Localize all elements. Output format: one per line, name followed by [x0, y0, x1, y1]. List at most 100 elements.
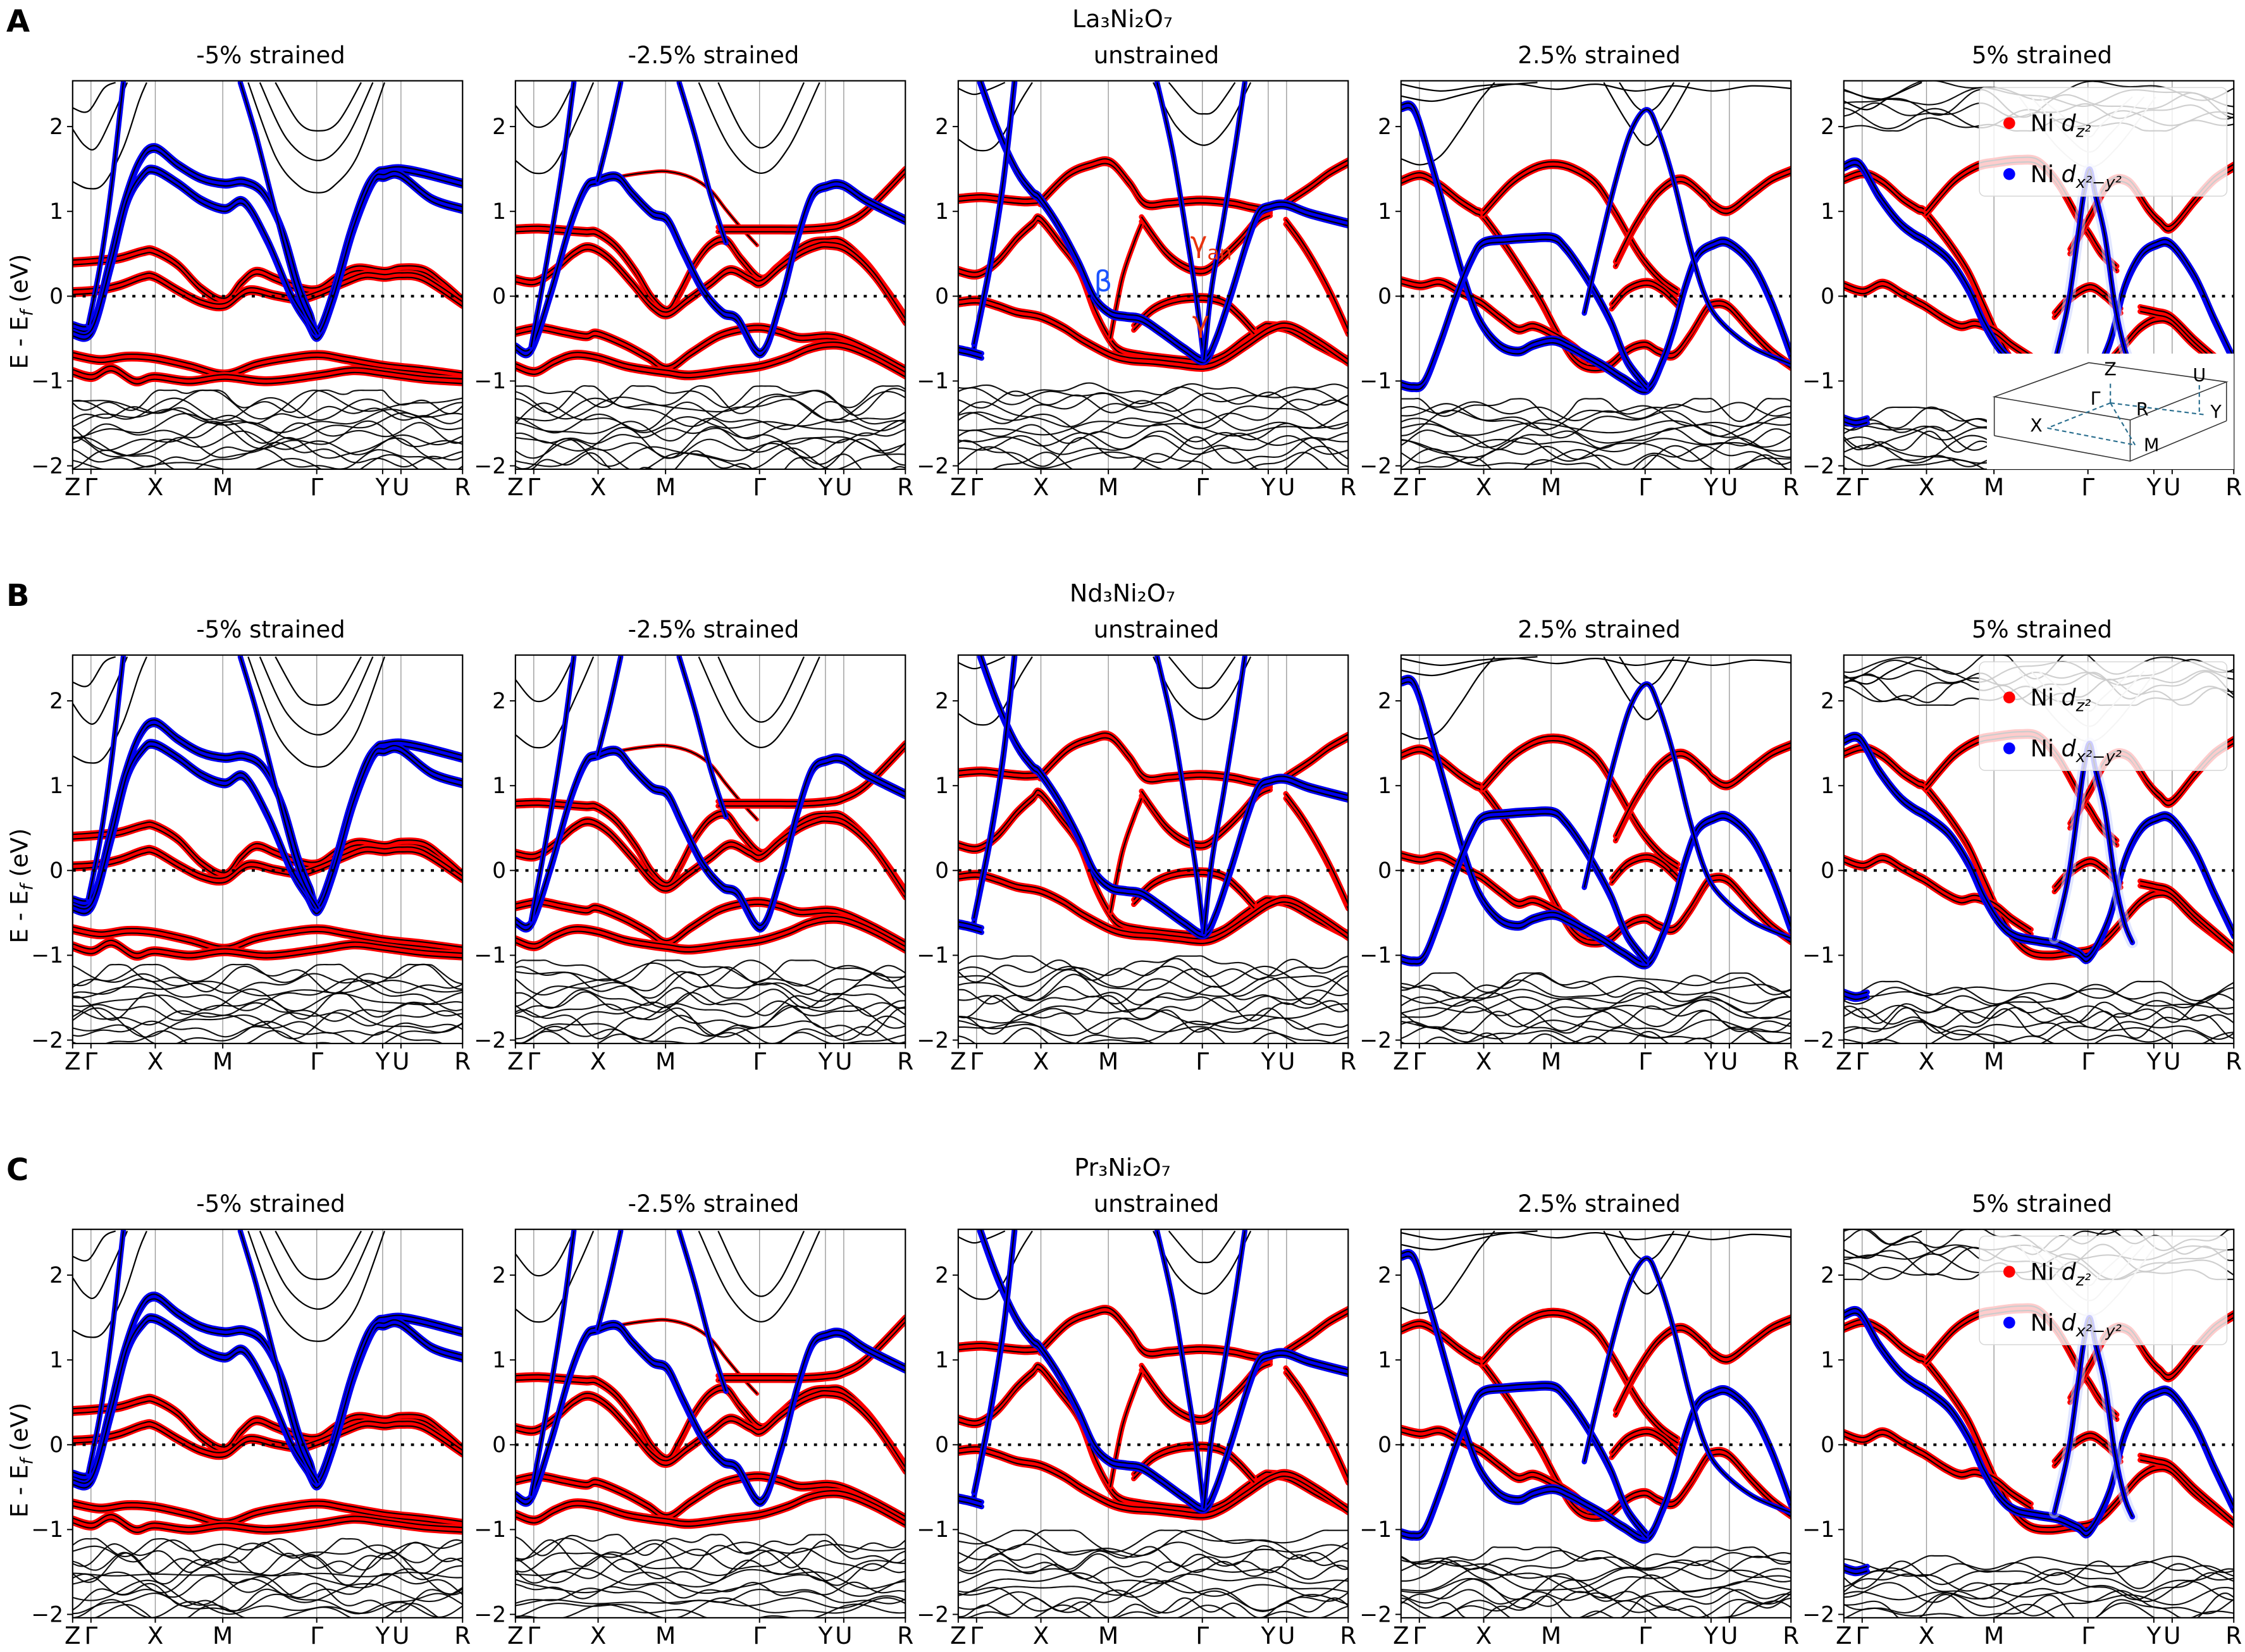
plot-border — [1400, 654, 1792, 1044]
black-band-path — [1401, 1230, 1495, 1314]
black-band-path — [1168, 82, 1236, 115]
bands-group — [72, 655, 463, 1044]
band-centerline — [718, 742, 906, 803]
flat-band-spaghetti-line — [1843, 980, 2234, 1002]
bands-group — [958, 1229, 1349, 1618]
flat-band-spaghetti-line — [72, 1572, 463, 1599]
black-band-path — [958, 82, 1033, 152]
plot-border — [1843, 654, 2235, 1044]
black-band-path — [515, 82, 575, 128]
band-centerline — [1285, 1312, 1349, 1355]
band-centerline — [530, 656, 575, 922]
flat-band-spaghetti-line — [72, 441, 463, 468]
band-centerline — [515, 173, 906, 352]
kpoint-tick-label: X — [1033, 1622, 1049, 1649]
band-centerline — [515, 225, 906, 316]
kpoint-tick-label: Y — [374, 1622, 390, 1649]
legend-red-dot-icon — [2003, 1266, 2015, 1278]
flat-band-spaghetti-line — [515, 1550, 906, 1584]
flat-band-spaghetti-line — [1401, 419, 1791, 448]
black-band-path — [275, 82, 362, 132]
black-band-path — [72, 82, 128, 151]
flat-band-spaghetti-line — [515, 959, 906, 989]
band-centerline — [72, 272, 463, 305]
ni-dx2y2-band-path — [528, 655, 577, 924]
band-centerline — [973, 1229, 1015, 1493]
flat-band-spaghetti-line — [958, 965, 1349, 988]
ni-dx2y2-band-path — [528, 1229, 577, 1498]
band-centerline — [72, 1421, 463, 1453]
band-centerline — [72, 1513, 463, 1529]
band-structure-plot: 210−1−2Z Γ X M Γ Y U R — [1359, 654, 1799, 1075]
flat-band-spaghetti-line — [515, 438, 906, 459]
inset-kpoint-label: Γ — [2091, 388, 2101, 409]
band-panel-B-1: -5% strained 2 1 0 −1 −2 Z Γ X M Γ Y U R — [29, 615, 472, 1078]
flat-band-spaghetti-line — [1863, 1029, 2220, 1044]
flat-band-spaghetti-line — [72, 1539, 463, 1565]
kpoint-tick-label: Y — [1703, 1622, 1718, 1649]
y-tick-label: −1 — [31, 943, 63, 968]
y-tick-label: 1 — [1821, 199, 1834, 225]
kpoint-tick-label: Z — [507, 1047, 524, 1075]
y-tick-label: 1 — [1378, 199, 1392, 225]
strain-title: unstrained — [1093, 42, 1220, 69]
y-tick-label: 1 — [935, 774, 949, 799]
kpoint-tick-label: R — [1340, 1622, 1356, 1649]
kpoint-tick-label: M — [1984, 1047, 2004, 1075]
band-centerline — [1843, 1429, 2032, 1505]
row-C: C Pr₃Ni₂O₇ E - Ef (eV) -5% strained 2 1 0 −1 −2 Z… — [0, 1152, 2245, 1652]
flat-band-spaghetti-line — [515, 427, 906, 445]
flat-band-spaghetti-line — [958, 1003, 1349, 1026]
kpoint-tick-label: Γ — [84, 1047, 97, 1075]
black-band-path — [1603, 656, 1690, 720]
ni-dx2y2-band-path — [1401, 100, 1791, 391]
black-band-path — [515, 656, 595, 749]
band-centerline — [1285, 793, 1349, 904]
kpoint-tick-label: Γ — [1413, 1622, 1426, 1649]
y-tick-label: 0 — [492, 284, 506, 309]
y-tick-label: 1 — [1378, 774, 1392, 799]
band-panel-A-4: 2.5% strained 2 1 0 −1 −2 Z Γ X M Γ Y U R — [1358, 40, 1800, 503]
flat-band-spaghetti-line — [72, 397, 463, 421]
kpoint-tick-label: U — [1721, 1622, 1738, 1649]
kpoint-tick-label: U — [1721, 473, 1738, 501]
flat-band-spaghetti-line — [72, 420, 463, 452]
ni-dz2-band-path — [1843, 173, 2234, 386]
band-centerline — [979, 1231, 1349, 1512]
y-axis-label: E - Ef (eV) — [6, 828, 37, 944]
orbital-legend: Ni dz² Ni dx²−y² — [1979, 661, 2228, 771]
black-band-path — [1603, 1230, 1690, 1295]
kpoint-tick-label: M — [655, 473, 676, 501]
flat-band-spaghetti-line — [1843, 1586, 2234, 1608]
panels-row: -5% strained 2 1 0 −1 −2 Z Γ X M Γ Y U R -2.5% straine… — [29, 1189, 2245, 1652]
kpoint-tick-label: Y — [374, 473, 390, 501]
band-centerline — [515, 748, 906, 926]
y-tick-label: −2 — [31, 453, 63, 479]
band-centerline — [958, 1446, 1349, 1514]
kpoint-tick-label: Γ — [527, 1622, 540, 1649]
band-centerline — [1401, 1250, 1791, 1538]
flat-band-spaghetti-line — [515, 1581, 906, 1600]
inset-kpath-dashed-line — [2110, 402, 2205, 416]
kpoint-tick-label: Γ — [1196, 1047, 1209, 1075]
ni-dx2y2-band-path — [528, 80, 577, 350]
band-centerline — [973, 655, 1015, 919]
band-centerline — [958, 789, 1349, 935]
flat-band-spaghetti-line — [515, 1025, 906, 1044]
ni-dz2-band-path — [1401, 1429, 1591, 1514]
band-centerline — [718, 747, 906, 807]
flat-band-spaghetti-line — [1401, 1019, 1791, 1040]
y-tick-label: 0 — [49, 284, 63, 309]
band-centerline — [1583, 1257, 1791, 1513]
flat-band-spaghetti-line — [1843, 1021, 2234, 1044]
flat-band-spaghetti-line — [515, 1533, 906, 1556]
band-centerline — [1843, 1434, 2032, 1509]
flat-band-spaghetti-line — [1401, 409, 1791, 439]
band-structure-plot: 210−1−2Z Γ X M Γ Y U R — [474, 1228, 913, 1649]
flat-band-spaghetti-line — [1843, 988, 2234, 1012]
band-centerline — [958, 925, 982, 934]
black-band-path — [72, 1230, 116, 1262]
band-centerline — [72, 821, 463, 873]
flat-band-spaghetti-line — [72, 421, 463, 444]
band-centerline — [515, 915, 906, 948]
